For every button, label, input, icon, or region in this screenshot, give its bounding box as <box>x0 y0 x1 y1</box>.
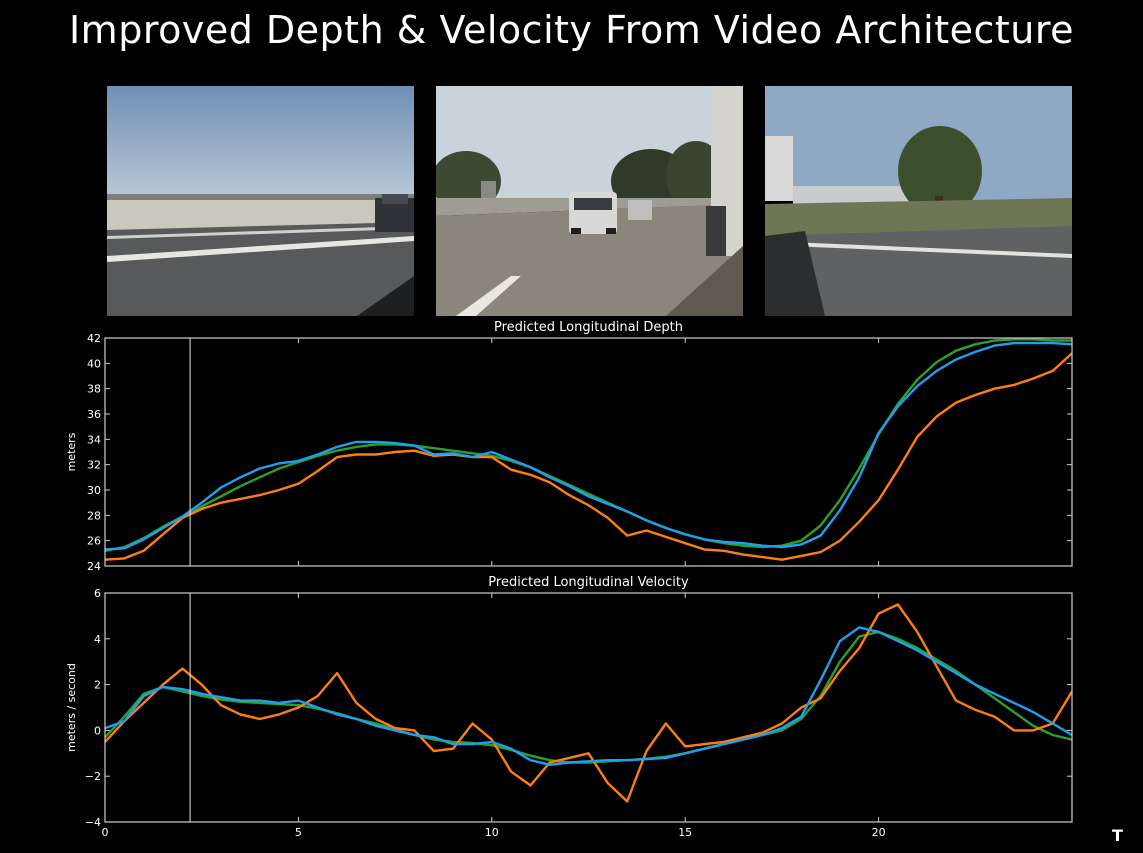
left-repeater-camera-view <box>107 86 414 316</box>
velocity-x-tick-label: 15 <box>678 826 692 839</box>
depth-y-tick-label: 34 <box>87 433 101 446</box>
depth-series-line-2 <box>104 341 1073 551</box>
velocity-y-tick-label: 4 <box>94 633 101 646</box>
depth-series-line-0 <box>104 338 1072 552</box>
velocity-x-tick-label: 20 <box>872 826 886 839</box>
depth-chart-title: Predicted Longitudinal Depth <box>494 320 683 335</box>
velocity-chart-title: Predicted Longitudinal Velocity <box>488 575 689 590</box>
depth-y-tick-label: 36 <box>87 408 101 421</box>
velocity-x-tick-label: 5 <box>295 826 302 839</box>
velocity-y-tick-label: −2 <box>85 770 101 783</box>
depth-y-tick-label: 38 <box>87 383 101 396</box>
depth-y-tick-label: 42 <box>87 332 101 345</box>
slide-title: Improved Depth & Velocity From Video Arc… <box>68 8 1075 52</box>
velocity-x-tick-label: 0 <box>102 826 109 839</box>
velocity-plot-frame <box>104 592 1073 823</box>
velocity-series-line-1 <box>104 603 1074 803</box>
front-camera-view <box>436 86 743 316</box>
tesla-logo: T <box>1112 826 1123 845</box>
depth-plot-frame <box>104 337 1073 567</box>
depth-y-tick-label: 40 <box>87 357 101 370</box>
velocity-x-tick-label: 10 <box>485 826 499 839</box>
depth-y-tick-label: 26 <box>87 535 101 548</box>
depth-y-tick-label: 24 <box>87 560 101 573</box>
velocity-y-tick-label: −4 <box>85 816 101 829</box>
depth-y-axis-label: meters <box>65 432 78 471</box>
depth-y-tick-label: 32 <box>87 459 101 472</box>
depth-y-tick-label: 30 <box>87 484 101 497</box>
velocity-series-line-2 <box>104 626 1073 766</box>
velocity-y-axis-label: meters / second <box>65 663 78 752</box>
depth-y-tick-label: 28 <box>87 509 101 522</box>
velocity-y-tick-label: 2 <box>94 679 101 692</box>
velocity-y-tick-label: 0 <box>94 724 101 737</box>
velocity-y-tick-label: 6 <box>94 587 101 600</box>
depth-series-line-1 <box>104 352 1073 561</box>
right-repeater-camera-view <box>765 86 1072 316</box>
